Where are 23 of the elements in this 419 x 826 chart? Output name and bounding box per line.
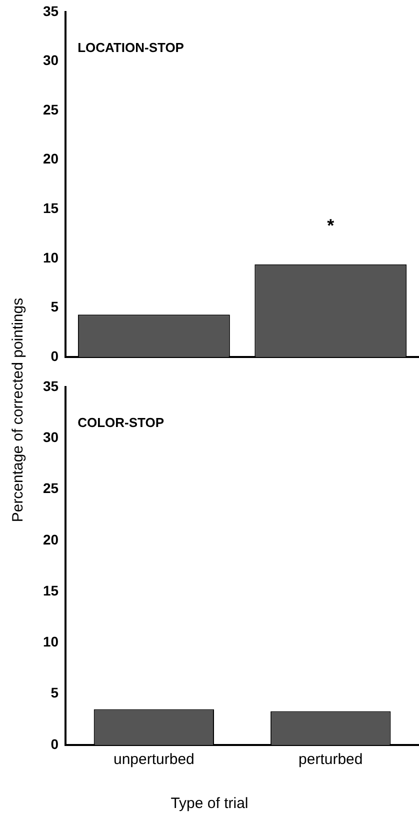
y-tick-label: 0 bbox=[50, 348, 59, 364]
annotation: * bbox=[327, 215, 334, 236]
text: COLOR-STOP bbox=[78, 415, 164, 430]
x-axis-title: Type of trial bbox=[170, 795, 250, 812]
y-tick-label: 35 bbox=[42, 2, 59, 19]
y-tick-label: 10 bbox=[42, 249, 59, 266]
y-axis-title: Percentage of corrected pointings bbox=[10, 298, 26, 522]
y-tick-label: 15 bbox=[42, 582, 59, 598]
y-tick-label: 25 bbox=[42, 480, 59, 496]
y-tick-label: 5 bbox=[50, 684, 59, 701]
y-tick-label: 0 bbox=[50, 736, 59, 752]
text: LOCATION-STOP bbox=[78, 40, 184, 56]
y-tick-label: 25 bbox=[42, 101, 59, 118]
y-tick-label: 20 bbox=[42, 150, 59, 167]
x-tick-label: unperturbed bbox=[113, 751, 194, 768]
y-tick-label: 10 bbox=[42, 634, 59, 650]
y-tick-label: 35 bbox=[42, 378, 59, 394]
y-tick-label: 30 bbox=[42, 52, 59, 68]
y-tick-label: 5 bbox=[50, 298, 59, 315]
y-tick-label: 30 bbox=[42, 429, 59, 445]
x-tick-label: perturbed bbox=[298, 751, 363, 768]
y-tick-label: 15 bbox=[42, 200, 59, 216]
y-tick-label: 20 bbox=[42, 531, 59, 548]
